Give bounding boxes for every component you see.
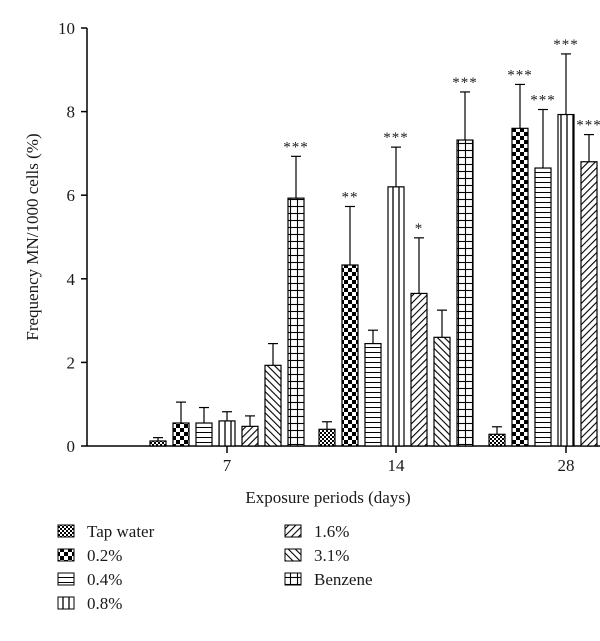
bar <box>511 127 529 447</box>
x-tick-label: 28 <box>558 456 575 475</box>
legend-item: 0.8% <box>57 594 122 613</box>
legend-swatch <box>284 548 302 562</box>
legend-item: Tap water <box>57 522 155 541</box>
significance-label: *** <box>576 118 600 134</box>
bar <box>149 440 167 447</box>
bar <box>488 433 506 447</box>
legend-item: 3.1% <box>284 546 349 565</box>
bar <box>433 336 451 447</box>
bar <box>534 167 552 447</box>
significance-label: * <box>415 221 424 237</box>
bar <box>364 342 382 447</box>
legend-swatch <box>284 572 302 586</box>
bar <box>264 364 282 447</box>
significance-label: *** <box>452 75 478 91</box>
legend-swatch <box>57 596 75 610</box>
legend-label: 1.6% <box>314 522 349 541</box>
bar <box>580 161 598 447</box>
bar <box>287 197 305 447</box>
legend: Tap water 0.2% 0.4% 0.8% 1.6% 3.1% Benzene <box>57 522 373 613</box>
bar <box>387 186 405 447</box>
legend-label: Tap water <box>87 522 155 541</box>
legend-label: 3.1% <box>314 546 349 565</box>
bar <box>318 428 336 447</box>
bar <box>410 292 428 447</box>
bar <box>195 422 213 447</box>
legend-item: Benzene <box>284 570 373 589</box>
plot-area: 024681071428****************************… <box>58 19 600 475</box>
legend-swatch <box>57 524 75 538</box>
y-tick-label: 8 <box>67 103 76 122</box>
legend-label: 0.4% <box>87 570 122 589</box>
significance-label: *** <box>383 130 409 146</box>
significance-label: *** <box>283 139 309 155</box>
y-tick-label: 6 <box>67 186 76 205</box>
legend-swatch <box>284 524 302 538</box>
legend-label: Benzene <box>314 570 373 589</box>
bar <box>241 425 259 447</box>
bar <box>456 139 474 447</box>
y-tick-label: 2 <box>67 353 76 372</box>
x-axis-title: Exposure periods (days) <box>245 488 410 507</box>
y-axis-title: Frequency MN/1000 cells (%) <box>23 133 42 340</box>
legend-item: 0.2% <box>57 546 122 565</box>
bar <box>557 113 575 447</box>
significance-label: *** <box>507 67 533 83</box>
bar <box>218 420 236 447</box>
significance-label: ** <box>342 189 359 205</box>
legend-item: 1.6% <box>284 522 349 541</box>
x-tick-label: 7 <box>223 456 232 475</box>
bar <box>172 422 190 447</box>
y-tick-label: 0 <box>67 437 76 456</box>
legend-label: 0.2% <box>87 546 122 565</box>
legend-swatch <box>57 572 75 586</box>
legend-label: 0.8% <box>87 594 122 613</box>
y-tick-label: 10 <box>58 19 75 38</box>
significance-label: *** <box>530 93 556 109</box>
legend-swatch <box>57 548 75 562</box>
legend-item: 0.4% <box>57 570 122 589</box>
x-tick-label: 14 <box>388 456 406 475</box>
bar <box>341 264 359 447</box>
y-tick-label: 4 <box>67 270 76 289</box>
significance-label: *** <box>553 37 579 53</box>
